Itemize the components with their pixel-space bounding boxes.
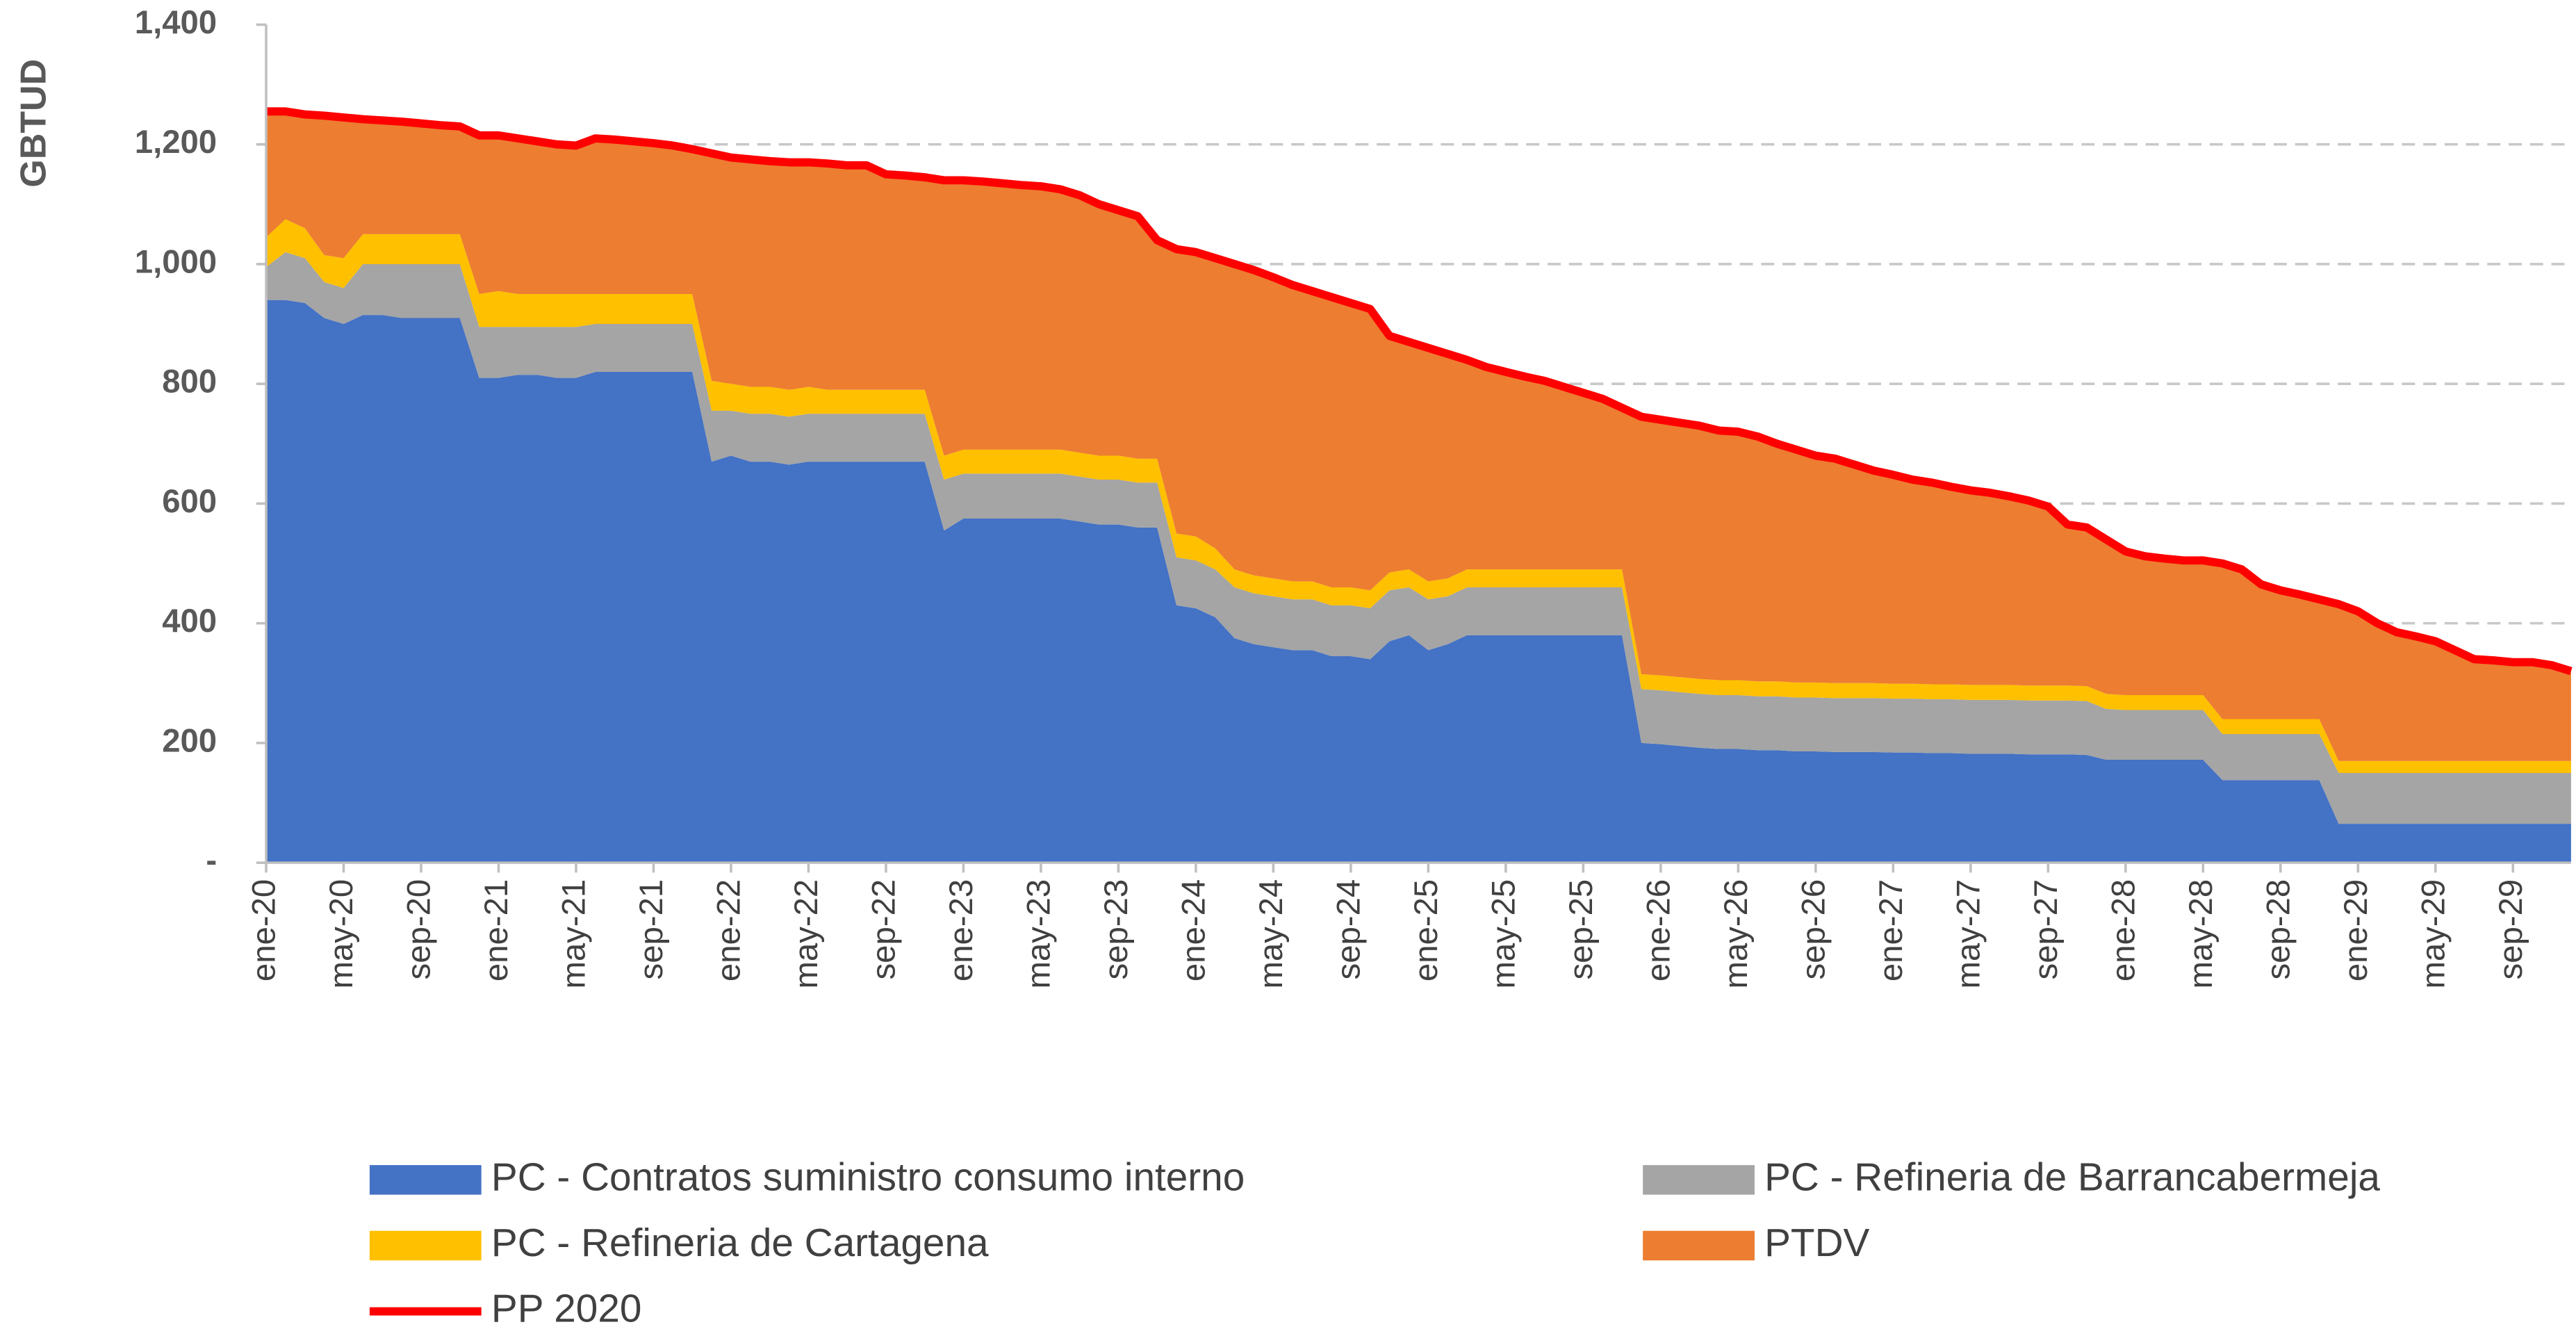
x-tick-label: sep-27	[2028, 879, 2065, 980]
x-tick-label: may-28	[2183, 879, 2220, 989]
x-tick-label: may-24	[1253, 879, 1290, 989]
x-tick-label: ene-29	[2338, 879, 2374, 981]
x-tick-label: may-23	[1020, 879, 1057, 989]
y-tick-label: 400	[162, 603, 217, 640]
x-tick-label: ene-21	[478, 879, 515, 981]
y-tick-label: -	[206, 842, 217, 879]
line	[265, 107, 2573, 676]
legend-swatch	[369, 1230, 482, 1261]
x-tick-label: sep-22	[865, 879, 902, 980]
x-tick-label: may-29	[2415, 879, 2452, 989]
legend-label: PTDV	[1764, 1221, 1869, 1265]
x-tick-label: ene-25	[1408, 879, 1445, 981]
legend-swatch	[369, 1165, 482, 1195]
legend-label: PC - Refineria de Barrancabermeja	[1764, 1155, 2380, 1199]
x-tick-label: may-26	[1718, 879, 1755, 989]
y-tick-label: 600	[162, 483, 217, 520]
legend-label: PC - Contratos suministro consumo intern…	[491, 1155, 1245, 1199]
x-tick-label: sep-20	[400, 879, 437, 980]
x-tick-label: ene-22	[710, 879, 747, 981]
x-tick-label: sep-28	[2260, 879, 2297, 980]
y-tick-label: 800	[162, 364, 217, 400]
y-tick-label: 1,200	[135, 124, 217, 161]
legend-label: PP 2020	[491, 1287, 642, 1331]
y-tick-label: 1,000	[135, 243, 217, 280]
x-tick-label: may-22	[788, 879, 825, 989]
y-tick-label: 1,400	[135, 4, 217, 41]
x-tick-label: may-21	[555, 879, 592, 989]
x-tick-label: may-25	[1485, 879, 1522, 989]
x-tick-label: sep-26	[1795, 879, 1832, 980]
x-tick-label: may-27	[1950, 879, 1987, 989]
area	[265, 111, 2571, 761]
y-tick-label: 200	[162, 722, 217, 759]
x-tick-label: sep-24	[1330, 879, 1367, 980]
x-tick-label: sep-21	[633, 879, 670, 980]
x-tick-label: ene-23	[943, 879, 980, 981]
y-axis-label: GBTUD	[14, 59, 54, 188]
area	[265, 300, 2571, 863]
x-tick-label: ene-20	[245, 879, 282, 981]
x-tick-label: sep-29	[2493, 879, 2529, 980]
x-tick-label: ene-28	[2105, 879, 2142, 981]
x-tick-label: sep-23	[1098, 879, 1135, 980]
legend-label: PC - Refineria de Cartagena	[491, 1221, 989, 1265]
legend-swatch	[1643, 1230, 1755, 1261]
x-tick-label: ene-24	[1175, 879, 1212, 981]
x-tick-label: ene-26	[1640, 879, 1677, 981]
x-tick-label: ene-27	[1873, 879, 1910, 981]
x-tick-label: sep-25	[1563, 879, 1600, 980]
x-tick-label: may-20	[323, 879, 360, 989]
legend-swatch	[1643, 1165, 1755, 1195]
